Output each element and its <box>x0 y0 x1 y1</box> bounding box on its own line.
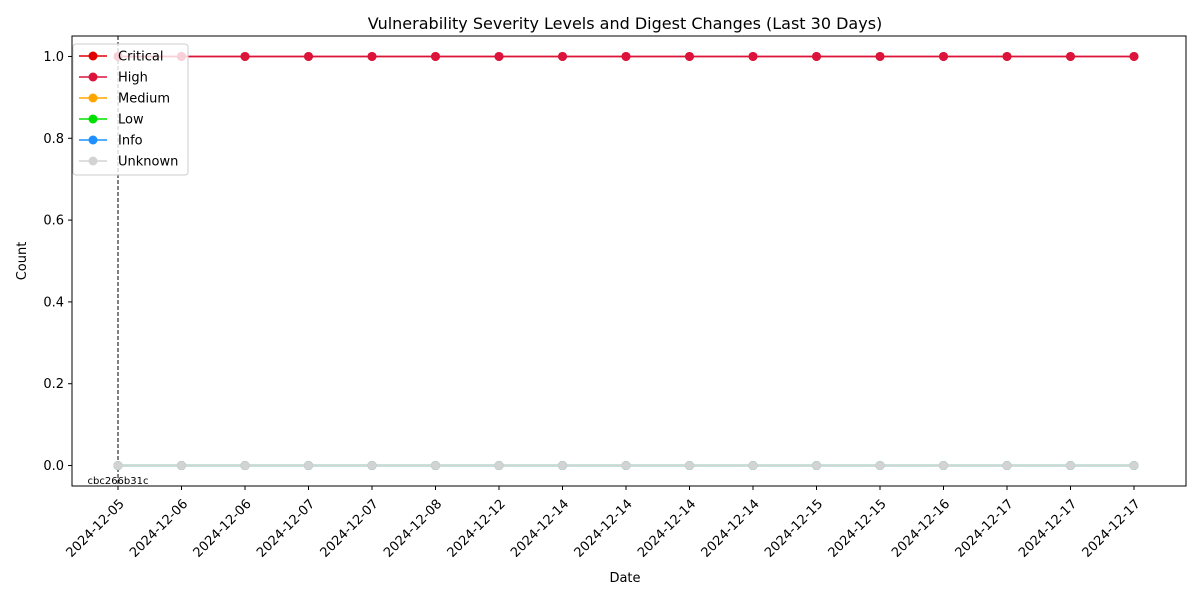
data-point <box>177 461 186 471</box>
series-layer <box>113 51 1139 471</box>
legend-item-medium: Medium <box>79 92 170 107</box>
data-point <box>685 51 694 61</box>
x-tick-label: 2024-12-06 <box>191 497 255 561</box>
data-point <box>113 461 123 471</box>
legend-label: Medium <box>118 92 170 107</box>
data-point <box>304 461 313 471</box>
y-tick-label: 0.2 <box>43 377 64 392</box>
data-point <box>240 51 250 61</box>
plot-area <box>72 36 1186 486</box>
data-point <box>494 51 504 61</box>
legend-label: Unknown <box>118 155 178 170</box>
data-point <box>875 461 885 471</box>
data-point <box>621 51 631 61</box>
data-point <box>558 51 567 61</box>
x-tick-label: 2024-12-08 <box>381 497 445 561</box>
data-point <box>1129 461 1139 471</box>
data-point <box>240 461 250 471</box>
y-axis: 0.0 0.2 0.4 0.6 0.8 1.0 <box>43 50 72 474</box>
data-point <box>304 51 313 61</box>
plot-frame <box>71 35 1187 487</box>
legend-marker <box>88 72 98 82</box>
data-point <box>748 461 758 471</box>
legend-label: Low <box>118 113 144 128</box>
data-point <box>431 461 440 471</box>
data-point <box>621 461 631 471</box>
digest-change-label: cbc266b31c <box>87 476 148 487</box>
y-tick-label: 1.0 <box>43 50 64 65</box>
x-tick-label: 2024-12-15 <box>762 497 826 561</box>
legend-marker <box>88 135 98 145</box>
data-point <box>1066 461 1075 471</box>
legend: Critical High Medium Low Info Unknown <box>72 43 189 176</box>
data-point <box>812 461 821 471</box>
data-point <box>1129 51 1139 61</box>
x-axis-label: Date <box>609 571 640 586</box>
x-tick-label: 2024-12-14 <box>635 497 699 561</box>
data-point <box>367 461 377 471</box>
series-high <box>113 51 1139 61</box>
x-tick-label: 2024-12-05 <box>64 497 128 561</box>
legend-item-info: Info <box>79 134 143 149</box>
data-point <box>367 51 377 61</box>
legend-label: Info <box>118 134 143 149</box>
legend-item-unknown: Unknown <box>79 155 178 170</box>
data-point <box>1066 51 1075 61</box>
data-point <box>939 461 948 471</box>
x-tick-label: 2024-12-14 <box>699 497 763 561</box>
legend-item-critical: Critical <box>79 50 163 65</box>
x-tick-label: 2024-12-12 <box>445 497 509 561</box>
chart-title: Vulnerability Severity Levels and Digest… <box>368 14 883 33</box>
legend-marker <box>88 156 98 166</box>
y-tick-label: 0.8 <box>43 132 64 147</box>
data-point <box>558 461 567 471</box>
y-tick-label: 0.6 <box>43 214 64 229</box>
x-tick-label: 2024-12-14 <box>508 497 572 561</box>
x-tick-label: 2024-12-17 <box>1016 497 1080 561</box>
x-tick-label: 2024-12-14 <box>572 497 636 561</box>
x-tick-label: 2024-12-16 <box>889 497 953 561</box>
legend-marker <box>88 114 98 124</box>
data-point <box>812 51 821 61</box>
y-tick-label: 0.0 <box>43 459 64 474</box>
data-point <box>875 51 885 61</box>
legend-label: High <box>118 71 148 86</box>
x-tick-label: 2024-12-07 <box>318 497 382 561</box>
x-tick-label: 2024-12-15 <box>826 497 890 561</box>
legend-item-high: High <box>79 71 148 86</box>
legend-item-low: Low <box>79 113 144 128</box>
legend-marker <box>88 51 98 61</box>
data-point <box>1002 51 1012 61</box>
legend-marker <box>88 93 98 103</box>
x-tick-label: 2024-12-17 <box>953 497 1017 561</box>
x-tick-label: 2024-12-07 <box>254 497 318 561</box>
data-point <box>1002 461 1012 471</box>
data-point <box>939 51 948 61</box>
y-tick-label: 0.4 <box>43 295 64 310</box>
data-point <box>748 51 758 61</box>
legend-label: Critical <box>118 50 163 65</box>
x-tick-label: 2024-12-06 <box>127 497 191 561</box>
series-unknown <box>113 461 1139 471</box>
data-point <box>685 461 694 471</box>
y-axis-label: Count <box>15 242 30 281</box>
x-axis: 2024-12-05 2024-12-06 2024-12-06 2024-12-07… <box>64 486 1144 561</box>
data-point <box>494 461 504 471</box>
data-point <box>431 51 440 61</box>
x-tick-label: 2024-12-17 <box>1080 497 1144 561</box>
